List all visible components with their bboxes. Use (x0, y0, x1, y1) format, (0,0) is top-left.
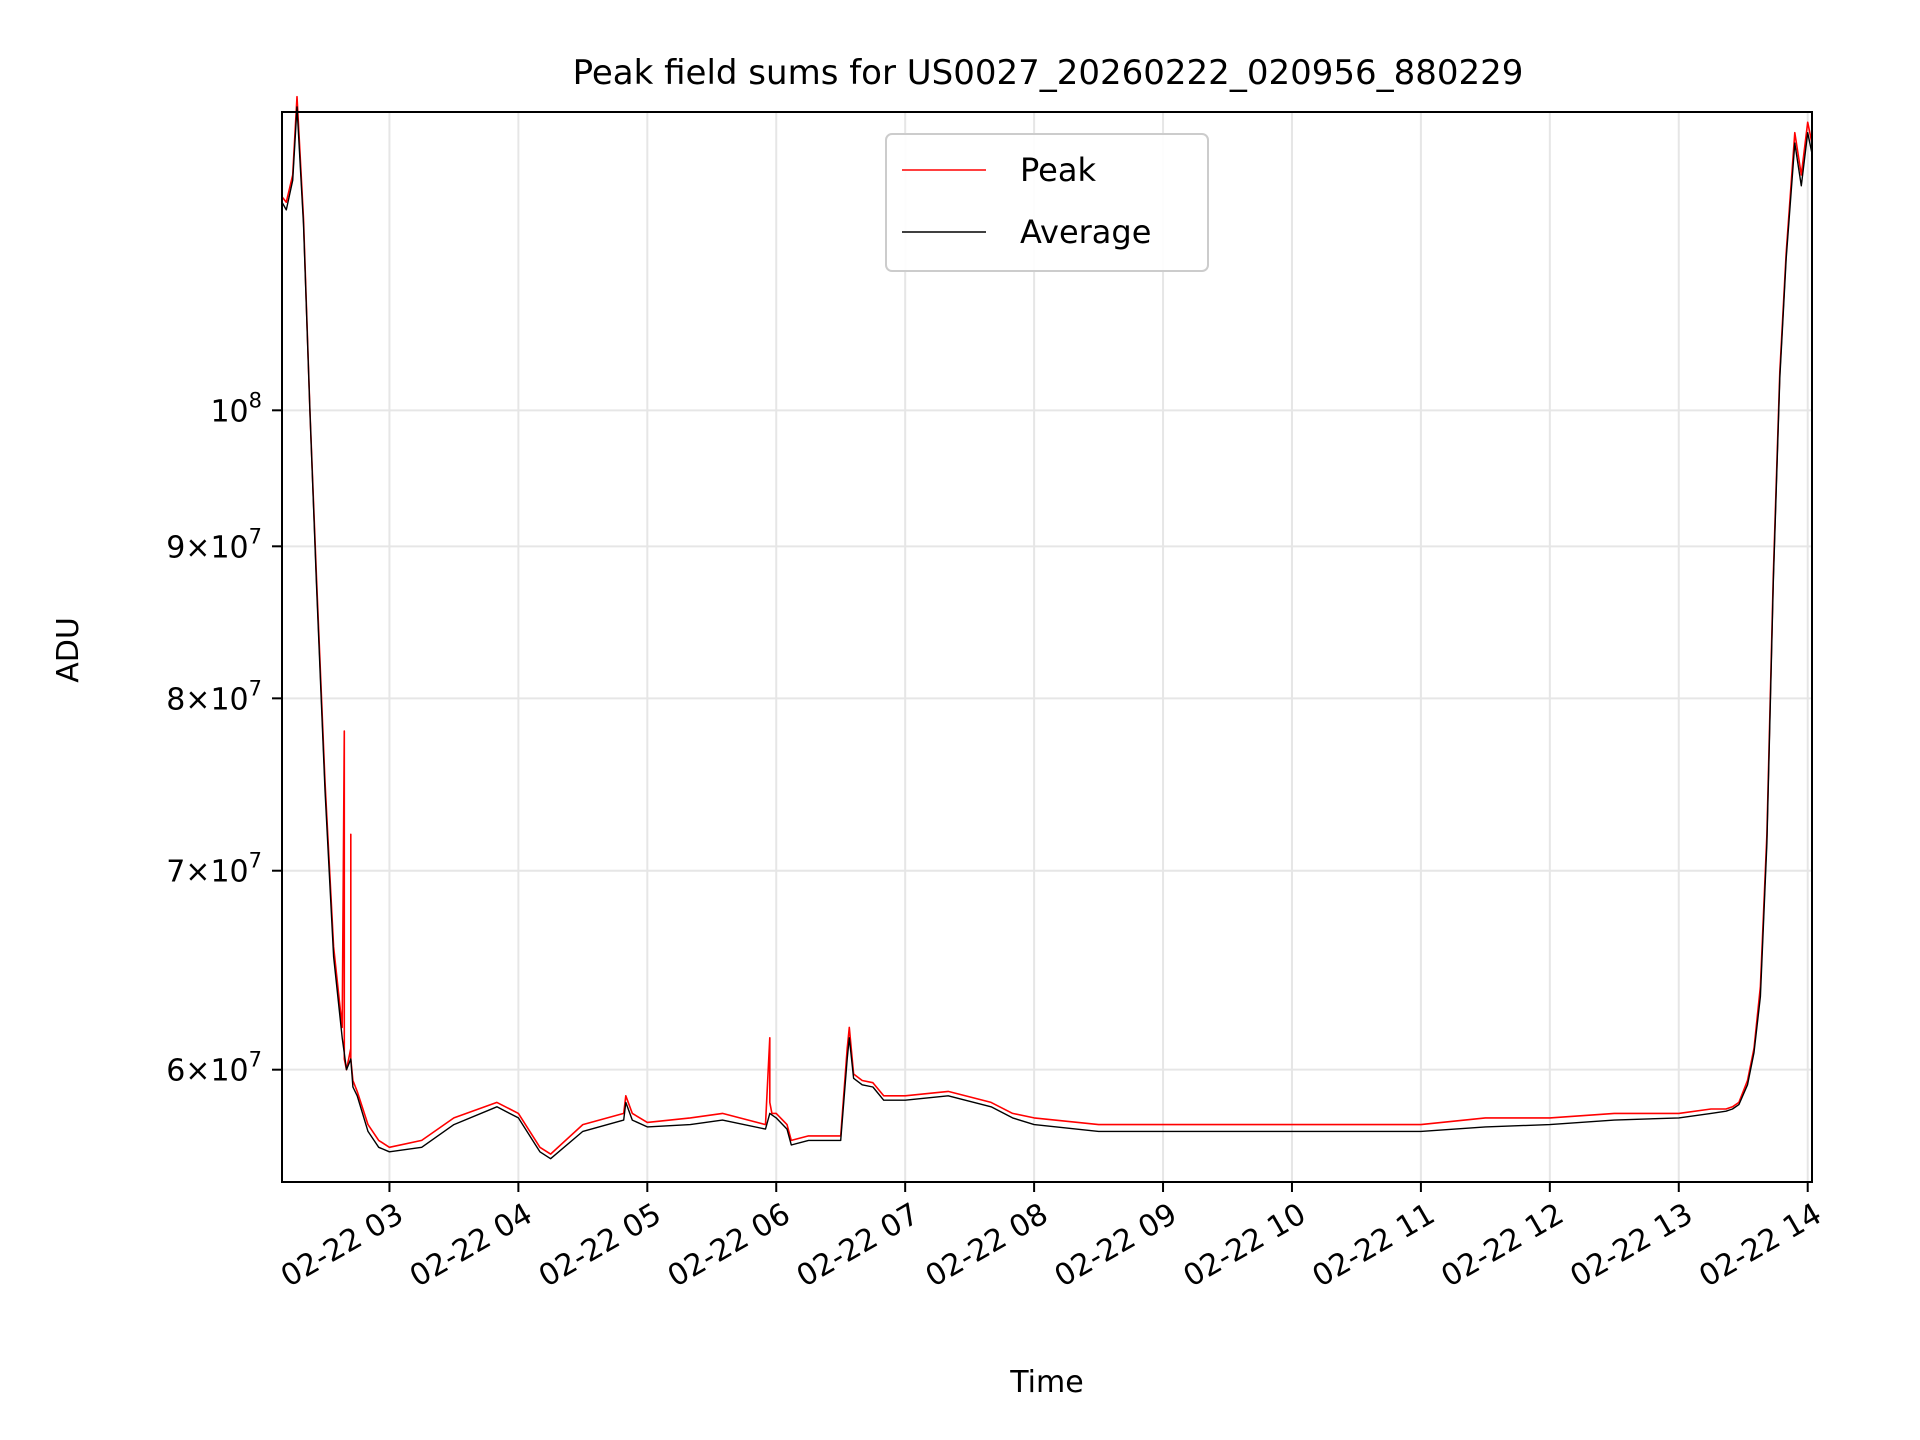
grid (282, 112, 1812, 1182)
y-tick-label: 9×107 (166, 524, 262, 565)
series-line-peak (281, 95, 1813, 1155)
legend: Peak Average (885, 133, 1209, 272)
legend-label-average: Average (1020, 213, 1151, 251)
series-line-average (281, 106, 1813, 1160)
y-axis-label: ADU (51, 617, 86, 683)
x-axis-label: Time (1009, 1365, 1083, 1400)
legend-label-peak: Peak (1020, 151, 1096, 189)
y-tick-label: 6×107 (166, 1048, 262, 1089)
y-tick-label: 8×107 (166, 676, 262, 717)
y-tick-label: 7×107 (166, 849, 262, 890)
plot-frame (281, 111, 1813, 1183)
series-layer (281, 95, 1813, 1160)
chart-title: Peak field sums for US0027_20260222_0209… (573, 53, 1524, 93)
legend-box (885, 133, 1209, 272)
